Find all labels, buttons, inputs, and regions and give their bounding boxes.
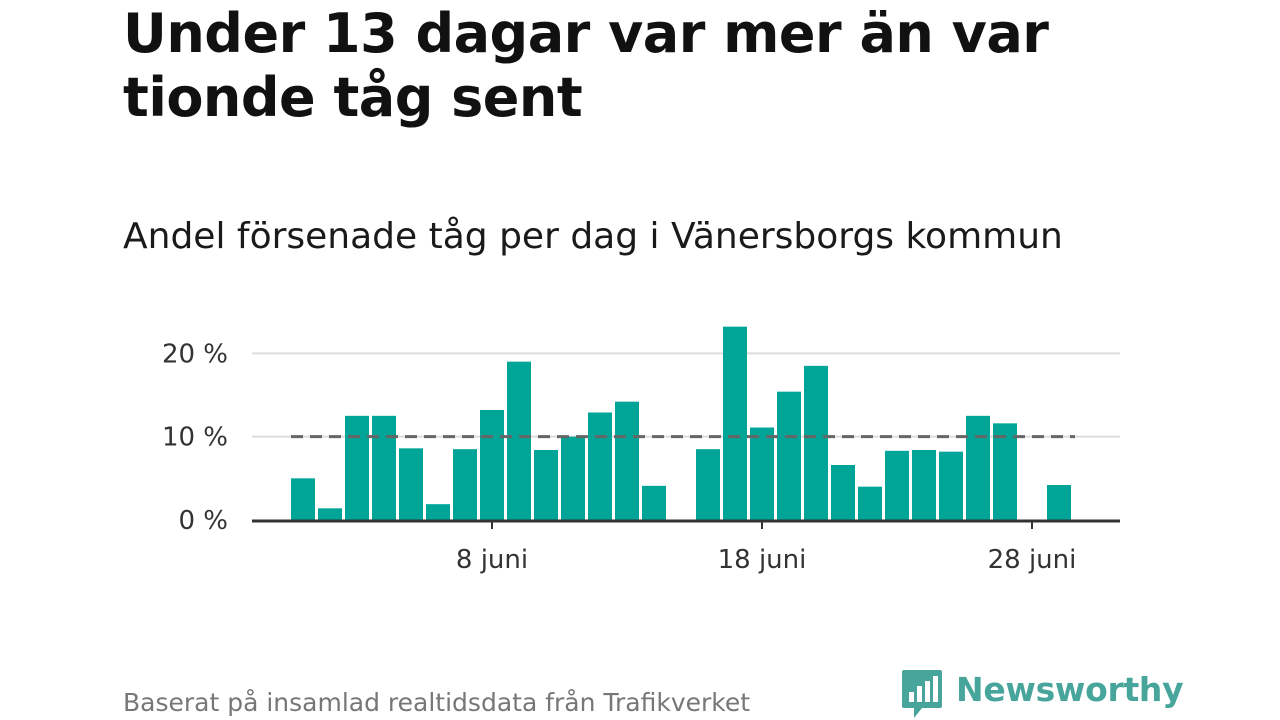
axes: 0 % 10 % 20 % 8 juni 18 juni 28 juni	[162, 339, 1120, 575]
bar	[831, 465, 855, 520]
brand-logo: Newsworthy	[900, 668, 1184, 720]
bar	[804, 365, 828, 520]
x-tick-label: 8 juni	[456, 545, 528, 575]
bar	[1047, 485, 1071, 520]
x-tick-label: 28 juni	[988, 545, 1077, 575]
bar	[750, 427, 774, 520]
chart-title: Under 13 dagar var mer än var tionde tåg…	[123, 2, 1049, 129]
bar	[642, 485, 666, 520]
bar	[615, 401, 639, 520]
bar	[318, 508, 342, 520]
bar	[885, 450, 909, 520]
chart-subtitle: Andel försenade tåg per dag i Vänersborg…	[123, 216, 1063, 257]
bar	[534, 450, 558, 520]
bar	[480, 410, 504, 520]
bar	[993, 423, 1017, 520]
bar	[696, 449, 720, 520]
bar	[588, 412, 612, 520]
bar	[426, 504, 450, 520]
bar	[858, 486, 882, 520]
bar	[291, 478, 315, 520]
bar	[777, 391, 801, 520]
x-tick-label: 18 juni	[718, 545, 807, 575]
bar	[399, 448, 423, 520]
bar	[507, 361, 531, 520]
bar	[345, 415, 369, 520]
source-note: Baserat på insamlad realtidsdata från Tr…	[123, 688, 751, 717]
bar	[561, 436, 585, 520]
bars	[291, 326, 1071, 520]
bar	[453, 449, 477, 520]
y-tick-label: 0 %	[178, 506, 228, 536]
bar	[372, 415, 396, 520]
brand-name: Newsworthy	[956, 670, 1184, 709]
y-tick-label: 10 %	[162, 423, 228, 453]
bar	[723, 326, 747, 520]
bar	[939, 451, 963, 520]
bar-chart-speech-bubble-icon	[902, 670, 942, 718]
bar-chart: 0 % 10 % 20 % 8 juni 18 juni 28 juni	[162, 326, 1120, 575]
bar	[912, 450, 936, 520]
y-tick-label: 20 %	[162, 339, 228, 369]
bar	[966, 415, 990, 520]
